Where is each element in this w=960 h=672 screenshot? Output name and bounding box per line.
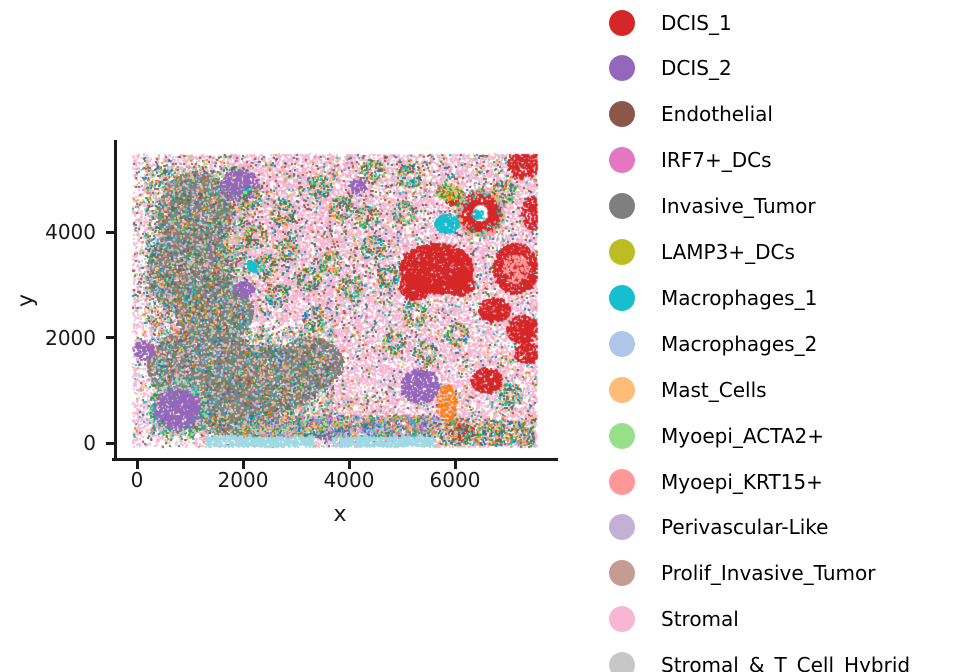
legend-label: LAMP3+_DCs bbox=[661, 240, 795, 264]
legend-item: DCIS_2 bbox=[595, 45, 960, 91]
legend-item: Prolif_Invasive_Tumor bbox=[595, 550, 960, 596]
legend-item: Macrophages_1 bbox=[595, 275, 960, 321]
legend-swatch-icon bbox=[609, 330, 635, 357]
legend-label: DCIS_1 bbox=[661, 10, 732, 35]
legend-label: Invasive_Tumor bbox=[661, 194, 816, 219]
legend: DCIS_1 DCIS_2 Endothelial IRF7+_DCs Inva… bbox=[595, 0, 960, 672]
legend-swatch-icon bbox=[609, 101, 635, 128]
legend-swatch-icon bbox=[609, 147, 635, 174]
plot-area: 0 2000 4000 6000 0 2000 4000 bbox=[45, 140, 570, 491]
legend-label: Macrophages_2 bbox=[661, 331, 818, 356]
legend-label: Prolif_Invasive_Tumor bbox=[661, 561, 876, 586]
legend-label: Mast_Cells bbox=[661, 377, 767, 402]
x-tick-mark bbox=[241, 461, 245, 469]
x-tick-mark bbox=[347, 461, 351, 469]
legend-swatch-icon bbox=[609, 376, 635, 403]
legend-swatch-icon bbox=[609, 55, 635, 82]
legend-item: Stromal_&_T_Cell_Hybrid bbox=[595, 642, 960, 672]
y-tick-label: 2000 bbox=[45, 325, 96, 350]
legend-item: DCIS_1 bbox=[595, 0, 960, 46]
legend-label: Macrophages_1 bbox=[661, 285, 818, 310]
y-tick-label: 4000 bbox=[45, 220, 96, 244]
x-tick-label: 4000 bbox=[323, 468, 375, 492]
x-tick-label: 2000 bbox=[217, 468, 269, 492]
legend-item: Perivascular-Like bbox=[595, 504, 960, 550]
legend-label: Endothelial bbox=[661, 102, 773, 127]
y-tick-mark bbox=[106, 441, 114, 445]
legend-item: Stromal bbox=[595, 596, 960, 642]
legend-swatch-icon bbox=[609, 284, 635, 311]
legend-item: IRF7+_DCs bbox=[595, 137, 960, 183]
legend-label: Myoepi_ACTA2+ bbox=[661, 423, 825, 448]
legend-label: Perivascular-Like bbox=[661, 515, 829, 540]
legend-swatch-icon bbox=[609, 514, 635, 541]
y-tick-mark bbox=[106, 336, 114, 339]
legend-label: DCIS_2 bbox=[661, 56, 732, 81]
x-tick-label: 0 bbox=[130, 468, 144, 492]
legend-label: Myoepi_KRT15+ bbox=[661, 469, 823, 494]
legend-swatch-icon bbox=[609, 560, 635, 587]
legend-item: Myoepi_KRT15+ bbox=[595, 459, 960, 505]
scatter-canvas bbox=[110, 140, 570, 470]
legend-swatch-icon bbox=[609, 606, 635, 633]
x-tick-mark bbox=[453, 461, 457, 469]
legend-swatch-icon bbox=[609, 239, 635, 265]
legend-label: IRF7+_DCs bbox=[661, 148, 772, 173]
legend-item: LAMP3+_DCs bbox=[595, 229, 960, 275]
legend-item: Mast_Cells bbox=[595, 367, 960, 413]
legend-label: Stromal_&_T_Cell_Hybrid bbox=[661, 653, 911, 672]
y-axis-line bbox=[114, 140, 117, 461]
legend-item: Myoepi_ACTA2+ bbox=[595, 413, 960, 459]
x-tick-label: 6000 bbox=[429, 468, 481, 492]
y-tick-label: 0 bbox=[83, 431, 96, 455]
legend-swatch-icon bbox=[609, 193, 635, 220]
x-axis-line bbox=[112, 458, 558, 461]
y-tick-mark bbox=[106, 230, 114, 234]
legend-item: Invasive_Tumor bbox=[595, 183, 960, 229]
legend-item: Endothelial bbox=[595, 91, 960, 137]
legend-label: Stromal bbox=[661, 607, 739, 632]
x-tick-mark bbox=[135, 461, 139, 469]
legend-swatch-icon bbox=[609, 468, 635, 495]
legend-swatch-icon bbox=[609, 9, 635, 36]
legend-swatch-icon bbox=[609, 422, 635, 449]
legend-swatch-icon bbox=[609, 652, 635, 672]
x-axis-title: x bbox=[333, 502, 347, 527]
legend-item: Macrophages_2 bbox=[595, 321, 960, 367]
y-axis-title: y bbox=[13, 293, 39, 308]
